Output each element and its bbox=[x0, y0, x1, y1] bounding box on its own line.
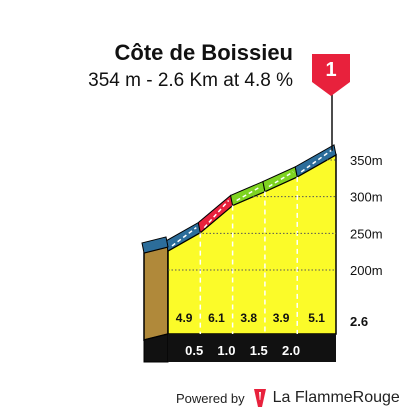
gradient-label: 5.1 bbox=[308, 311, 325, 325]
climb-title: Côte de Boissieu bbox=[114, 40, 293, 65]
distance-band bbox=[168, 334, 336, 362]
climb-summary: 354 m - 2.6 Km at 4.8 % bbox=[88, 70, 293, 91]
km-gridlines bbox=[199, 176, 298, 334]
profile-area bbox=[167, 153, 337, 335]
km-label: 1.5 bbox=[250, 343, 268, 358]
side-face-brown bbox=[143, 245, 169, 341]
surface-centerline bbox=[171, 227, 197, 247]
surface-centerline bbox=[268, 171, 294, 188]
profile-top-surface bbox=[141, 144, 337, 254]
category-flag: 1 bbox=[312, 54, 350, 151]
flag-banner bbox=[312, 54, 350, 82]
km-label: 2.0 bbox=[282, 343, 300, 358]
elevation-tick-label: 350m bbox=[350, 153, 383, 168]
surface-centerline bbox=[203, 199, 230, 229]
km-label: 1.0 bbox=[217, 343, 235, 358]
flag-category-label: 1 bbox=[325, 59, 336, 81]
gradient-label: 3.8 bbox=[240, 311, 257, 325]
powered-by-text: Powered by bbox=[176, 390, 245, 406]
gradient-label: 6.1 bbox=[208, 311, 225, 325]
elevation-tick-label: 250m bbox=[350, 226, 383, 241]
profile-front-face bbox=[167, 153, 337, 362]
grade-segment-5.1 bbox=[294, 144, 337, 178]
km-label: 0.5 bbox=[185, 343, 203, 358]
gradient-label: 3.9 bbox=[273, 311, 290, 325]
elevation-tick-label: 200m bbox=[350, 263, 383, 278]
elevation-gridlines bbox=[168, 159, 336, 271]
elevation-axis: 200m 250m 300m 350m bbox=[350, 153, 383, 278]
profile-side-face bbox=[143, 245, 169, 363]
surface-centerline bbox=[300, 149, 333, 173]
gradient-label: 4.9 bbox=[176, 311, 193, 325]
surface-centerline bbox=[236, 185, 262, 202]
elevation-tick-label: 300m bbox=[350, 190, 383, 205]
brand-name: La FlammeRouge bbox=[272, 389, 400, 406]
surface-start-cap bbox=[141, 236, 169, 254]
flamme-rouge-logo-icon bbox=[253, 389, 266, 407]
flag-tail bbox=[312, 82, 350, 96]
footer: Powered by La FlammeRouge bbox=[176, 388, 400, 408]
end-distance-label: 2.6 bbox=[350, 314, 368, 329]
segment-labels: 4.9 0.5 6.1 1.0 3.8 1.5 3.9 2.0 5.1 2.6 bbox=[176, 311, 368, 358]
